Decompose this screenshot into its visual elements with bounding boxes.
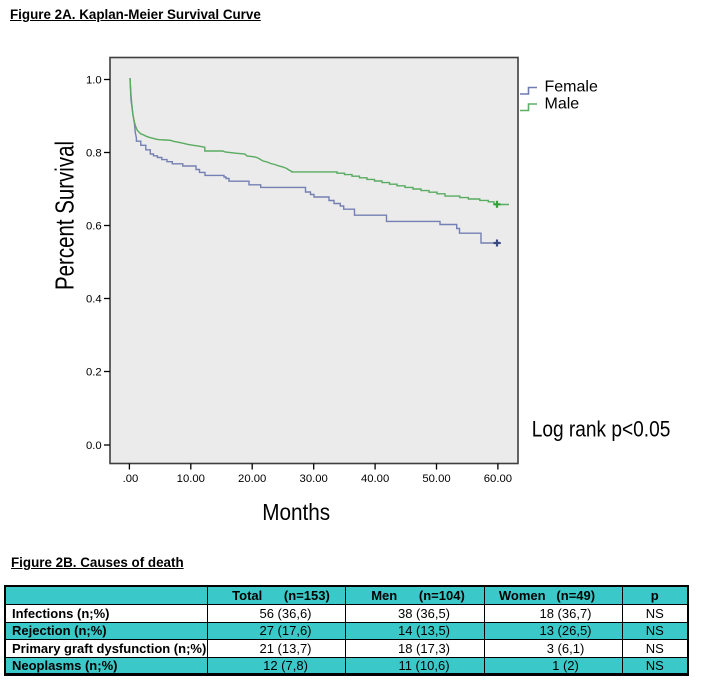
svg-text:10.00: 10.00 (177, 473, 205, 485)
svg-text:.00: .00 (123, 473, 139, 485)
svg-text:60.00: 60.00 (484, 473, 512, 485)
svg-text:0.0: 0.0 (86, 440, 102, 452)
svg-text:40.00: 40.00 (361, 473, 389, 485)
svg-text:20.00: 20.00 (238, 473, 266, 485)
svg-text:1.0: 1.0 (86, 75, 102, 87)
svg-text:0.8: 0.8 (86, 148, 102, 160)
svg-text:0.4: 0.4 (86, 294, 102, 306)
svg-text:Male: Male (545, 96, 580, 113)
svg-text:Percent Survival: Percent Survival (50, 141, 80, 290)
svg-text:Female: Female (545, 79, 598, 96)
svg-text:0.2: 0.2 (86, 367, 102, 379)
svg-text:Log rank p<0.05: Log rank p<0.05 (532, 417, 671, 442)
svg-text:30.00: 30.00 (300, 473, 328, 485)
svg-text:50.00: 50.00 (422, 473, 450, 485)
svg-text:Months: Months (262, 499, 330, 525)
svg-text:0.6: 0.6 (86, 221, 102, 233)
